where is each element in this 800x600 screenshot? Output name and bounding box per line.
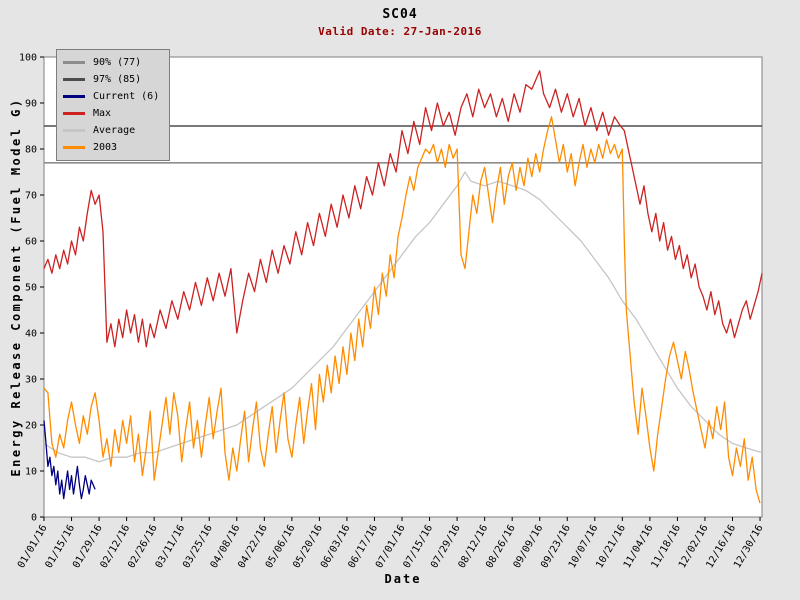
series-max <box>43 70 763 348</box>
legend-label: 97% (85) <box>93 74 142 85</box>
y-tick-label: 50 <box>25 283 37 294</box>
legend-label: 90% (77) <box>93 57 142 68</box>
legend-swatch <box>63 78 85 81</box>
legend-swatch <box>63 61 85 64</box>
legend-swatch <box>63 129 85 132</box>
legend: 90% (77) 97% (85) Current (6) Max Average 200… <box>56 49 171 161</box>
legend-label: Current (6) <box>93 91 160 102</box>
legend-swatch <box>63 146 85 149</box>
y-tick-label: 100 <box>19 53 37 64</box>
series-2003 <box>43 116 761 504</box>
y-tick-label: 60 <box>25 237 37 248</box>
legend-item: Max <box>63 105 159 122</box>
y-tick-label: 70 <box>25 191 37 202</box>
y-tick-label: 30 <box>25 375 37 386</box>
valid-date-subtitle: Valid Date: 27-Jan-2016 <box>318 25 482 38</box>
legend-swatch <box>63 95 85 98</box>
y-tick-label: 0 <box>31 513 37 524</box>
legend-item: 2003 <box>63 139 159 156</box>
y-tick-label: 90 <box>25 99 37 110</box>
legend-label: 2003 <box>93 142 118 153</box>
legend-item: 90% (77) <box>63 54 159 71</box>
legend-label: Average <box>93 125 136 136</box>
legend-item: Average <box>63 122 159 139</box>
legend-swatch <box>63 112 85 115</box>
series-average <box>43 171 763 463</box>
series-current-6 <box>43 420 96 500</box>
chart-title: SC04 <box>382 7 418 22</box>
legend-item: 97% (85) <box>63 71 159 88</box>
x-axis-title: Date <box>384 572 422 586</box>
y-tick-label: 10 <box>25 467 37 478</box>
y-tick-label: 20 <box>25 421 37 432</box>
y-tick-label: 40 <box>25 329 37 340</box>
legend-item: Current (6) <box>63 88 159 105</box>
y-tick-label: 80 <box>25 145 37 156</box>
legend-label: Max <box>93 108 112 119</box>
